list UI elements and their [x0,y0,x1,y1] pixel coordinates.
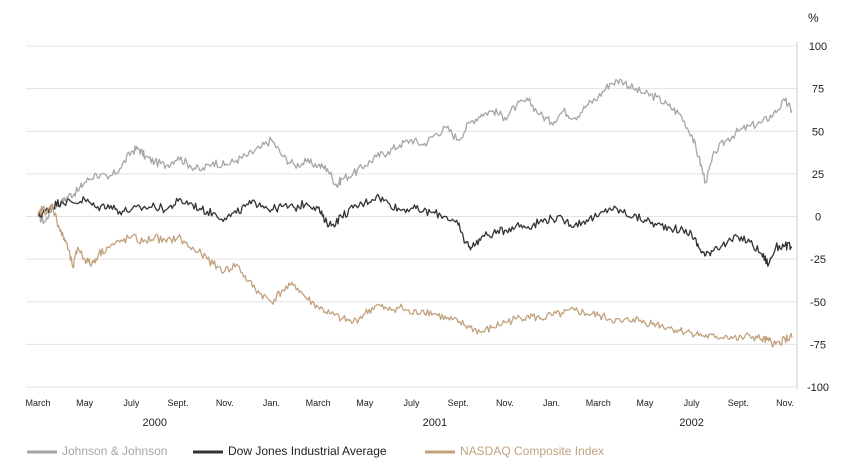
legend-label: Dow Jones Industrial Average [228,444,387,458]
x-tick-label: Nov. [776,398,794,408]
year-label: 2002 [679,417,703,429]
x-tick-label: May [636,398,654,408]
series-line-0 [37,78,793,225]
x-tick-label: Sept. [728,398,749,408]
y-tick-label: 25 [812,169,824,181]
y-tick-label: 0 [815,212,821,224]
x-tick-labels: March May July Sept. Nov. Jan. March May July Sep… [25,398,793,408]
x-tick-label: March [586,398,611,408]
x-tick-label: May [356,398,374,408]
grid-layer [26,42,798,389]
x-tick-label: Sept. [168,398,189,408]
y-tick-label: 75 [812,84,824,96]
x-tick-label: March [306,398,331,408]
x-tick-label: March [25,398,50,408]
x-tick-label: Jan. [263,398,280,408]
x-tick-label: Nov. [496,398,514,408]
series-line-1 [37,193,793,267]
y-tick-label: -100 [807,382,829,394]
x-tick-label: July [403,398,420,408]
year-label: 2000 [142,417,166,429]
y-unit-label: % [808,11,819,25]
year-labels: 2000 2001 2002 [142,417,703,429]
series-line-2 [37,203,793,348]
x-tick-label: Sept. [448,398,469,408]
y-tick-label: -75 [810,339,826,351]
y-tick-label: 50 [812,126,824,138]
x-tick-label: May [76,398,94,408]
x-tick-label: July [123,398,140,408]
y-tick-label: -50 [810,297,826,309]
y-tick-label: -25 [810,254,826,266]
legend: Johnson & Johnson Dow Jones Industrial Av… [27,444,604,458]
legend-label: NASDAQ Composite Index [460,444,604,458]
x-tick-label: Jan. [543,398,560,408]
legend-label: Johnson & Johnson [62,444,167,458]
year-label: 2001 [423,417,447,429]
y-tick-label: 100 [809,41,827,53]
x-tick-label: Nov. [216,398,234,408]
y-tick-labels: 100 75 50 25 0 -25 -50 -75 -100 [807,41,829,394]
series-layer [37,78,793,348]
x-tick-label: July [684,398,701,408]
